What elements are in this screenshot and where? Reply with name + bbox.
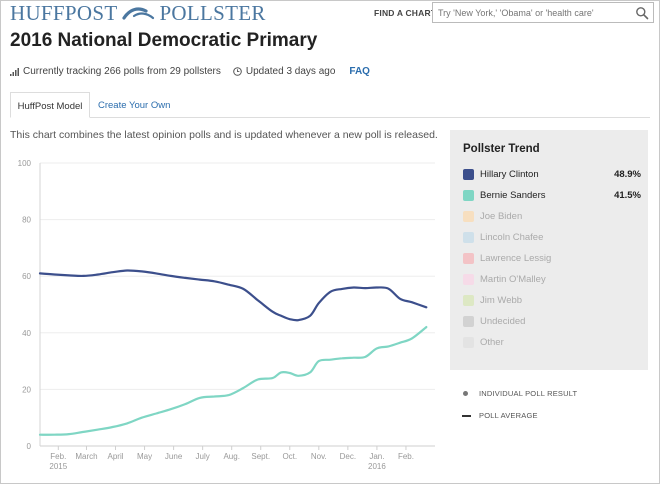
find-chart-label: FIND A CHART <box>374 8 437 18</box>
updated-text: Updated 3 days ago <box>245 66 336 77</box>
header: HUFFPOST POLLSTER FIND A CHART <box>0 0 660 26</box>
legend-item[interactable]: Hillary Clinton 48.9% <box>463 167 641 181</box>
y-tick-label: 0 <box>27 442 32 451</box>
legend-swatch <box>463 273 474 285</box>
panel-title: Pollster Trend <box>463 143 540 155</box>
tab-create-your-own[interactable]: Create Your Own <box>98 100 171 111</box>
key-individual-label: INDIVIDUAL POLL RESULT <box>479 389 578 398</box>
meta-row: Currently tracking 266 polls from 29 pol… <box>10 66 370 77</box>
legend-item[interactable]: Lincoln Chafee <box>463 230 641 244</box>
logo-pollster: POLLSTER <box>159 0 266 25</box>
x-tick-label: June <box>165 452 183 461</box>
legend-value: 41.5% <box>614 189 641 201</box>
x-tick-label: Oct. <box>282 452 297 461</box>
chart-series <box>38 269 428 436</box>
y-tick-label: 80 <box>22 216 31 225</box>
chart-description: This chart combines the latest opinion p… <box>10 129 438 141</box>
series-line-hillary-clinton[interactable] <box>38 269 428 322</box>
x-tick-label: Feb. <box>50 452 66 461</box>
y-tick-label: 60 <box>22 272 31 281</box>
legend-swatch <box>463 252 474 264</box>
search-box[interactable] <box>432 2 654 23</box>
legend-label: Hillary Clinton <box>480 168 539 180</box>
x-tick-label: Feb. <box>398 452 414 461</box>
legend-label: Bernie Sanders <box>480 189 546 201</box>
key-individual: INDIVIDUAL POLL RESULT <box>462 389 577 398</box>
legend-label: Martin O'Malley <box>480 273 546 285</box>
bird-icon <box>122 7 155 20</box>
legend-swatch <box>463 189 474 201</box>
average-line-icon <box>462 414 471 417</box>
poll-dot-icon <box>463 391 468 396</box>
x-tick-label: March <box>75 452 97 461</box>
legend-label: Undecided <box>480 315 526 327</box>
legend-swatch <box>463 231 474 243</box>
legend-swatch <box>463 336 474 348</box>
key-average: POLL AVERAGE <box>462 411 538 420</box>
key-average-label: POLL AVERAGE <box>479 411 538 420</box>
y-tick-label: 40 <box>22 329 31 338</box>
legend-label: Lawrence Lessig <box>480 252 552 264</box>
x-tick-label: May <box>137 452 152 461</box>
page-title: 2016 National Democratic Primary <box>10 30 318 51</box>
y-tick-label: 100 <box>18 159 32 168</box>
legend-item[interactable]: Undecided <box>463 314 641 328</box>
y-axis: 0 20 40 60 80 100 <box>18 159 32 451</box>
search-icon[interactable] <box>635 6 649 20</box>
x-tick-label: July <box>196 452 210 461</box>
legend-item[interactable]: Lawrence Lessig <box>463 251 641 265</box>
x-tick-label: Jan. <box>369 452 384 461</box>
legend-label: Lincoln Chafee <box>480 231 544 243</box>
legend-swatch <box>463 210 474 222</box>
logo[interactable]: HUFFPOST POLLSTER <box>10 0 266 25</box>
bar-chart-icon <box>10 67 19 76</box>
x-tick-label: Dec. <box>340 452 356 461</box>
legend-item[interactable]: Other <box>463 335 641 349</box>
legend-item[interactable]: Martin O'Malley <box>463 272 641 286</box>
tracking-text: Currently tracking 266 polls from 29 pol… <box>23 66 221 77</box>
x-tick-label: Sept. <box>251 452 270 461</box>
legend-swatch <box>463 168 474 180</box>
logo-huffpost: HUFFPOST <box>10 0 118 25</box>
legend-label: Jim Webb <box>480 294 523 306</box>
x-tick-label: Nov. <box>311 452 327 461</box>
x-tick-label: Aug. <box>223 452 239 461</box>
pollster-trend-panel: Pollster Trend Hillary Clinton 48.9% Berni… <box>450 130 648 370</box>
legend-label: Joe Biden <box>480 210 523 222</box>
x-tick-year: 2016 <box>368 462 386 471</box>
legend-value: 48.9% <box>614 168 641 180</box>
legend-swatch <box>463 294 474 306</box>
search-input[interactable] <box>433 3 628 23</box>
faq-link[interactable]: FAQ <box>349 66 370 77</box>
legend-label: Other <box>480 336 504 348</box>
tab-huffpost-model[interactable]: HuffPost Model <box>10 92 90 118</box>
tab-bar: HuffPost Model Create Your Own <box>10 92 650 118</box>
legend-item[interactable]: Bernie Sanders 41.5% <box>463 188 641 202</box>
chart-grid <box>39 162 435 447</box>
legend-item[interactable]: Jim Webb <box>463 293 641 307</box>
y-tick-label: 20 <box>22 385 31 394</box>
legend-swatch <box>463 315 474 327</box>
x-tick-year: 2015 <box>49 462 67 471</box>
series-line-bernie-sanders[interactable] <box>38 326 428 436</box>
legend-item[interactable]: Joe Biden <box>463 209 641 223</box>
clock-icon <box>233 67 242 76</box>
x-tick-label: April <box>108 452 124 461</box>
